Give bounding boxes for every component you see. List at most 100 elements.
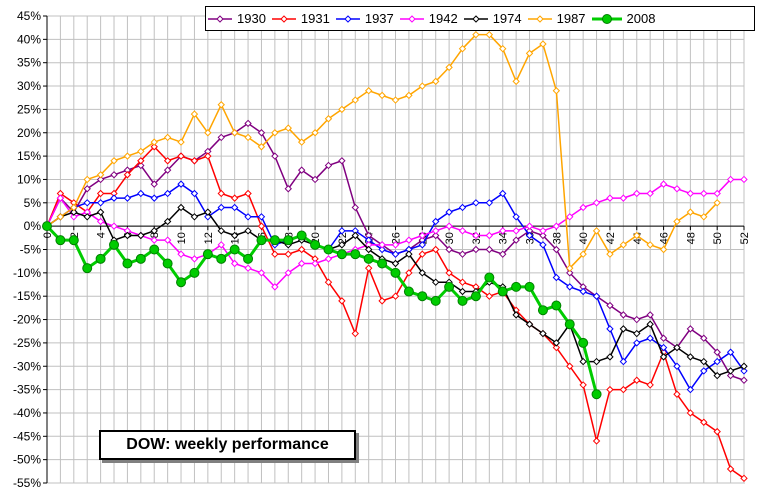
data-point-1930 xyxy=(740,376,748,384)
data-point-1974 xyxy=(646,320,654,328)
data-point-2008 xyxy=(363,253,374,264)
data-point-1942 xyxy=(579,203,587,212)
data-point-1937 xyxy=(659,343,668,352)
data-point-1942 xyxy=(686,189,695,198)
data-point-1942 xyxy=(284,269,292,277)
data-point-1931 xyxy=(163,157,172,165)
data-point-2008 xyxy=(135,253,146,264)
data-point-1974 xyxy=(432,278,440,286)
data-point-1930 xyxy=(458,250,467,258)
data-point-2008 xyxy=(457,295,468,306)
legend-swatch-marker xyxy=(216,14,224,23)
data-point-1937 xyxy=(606,325,614,333)
data-point-1987 xyxy=(633,231,641,240)
y-tick-label: 0% xyxy=(24,219,42,233)
data-point-1987 xyxy=(351,96,359,104)
data-point-2008 xyxy=(430,295,441,306)
data-point-1937 xyxy=(592,292,601,300)
data-point-1931 xyxy=(123,171,132,179)
data-point-1942 xyxy=(525,222,534,230)
data-point-1987 xyxy=(378,91,386,100)
data-point-1942 xyxy=(659,180,668,188)
y-tick-label: 35% xyxy=(17,56,41,70)
data-point-1974 xyxy=(512,311,520,319)
data-point-1937 xyxy=(163,189,172,198)
data-point-2008 xyxy=(524,281,535,292)
data-point-1931 xyxy=(391,292,400,300)
data-point-2008 xyxy=(68,235,79,246)
y-tick-label: -50% xyxy=(13,453,41,467)
data-point-1937 xyxy=(458,203,467,212)
data-point-1987 xyxy=(204,129,212,137)
data-point-1930 xyxy=(566,269,574,277)
data-point-1937 xyxy=(713,357,721,366)
chart-title-box: DOW: weekly performance xyxy=(99,430,356,460)
data-point-1930 xyxy=(217,133,225,142)
data-point-1987 xyxy=(311,129,319,137)
data-point-1974 xyxy=(525,320,534,328)
chart-title: DOW: weekly performance xyxy=(126,436,329,453)
x-tick-label: 8 xyxy=(149,232,161,238)
data-point-1987 xyxy=(432,77,440,86)
data-point-1931 xyxy=(324,278,333,286)
data-point-1930 xyxy=(150,180,158,188)
legend-swatch xyxy=(335,14,360,23)
data-point-1987 xyxy=(472,30,480,39)
data-point-1942 xyxy=(244,264,252,272)
data-point-1937 xyxy=(539,241,547,249)
data-point-2008 xyxy=(537,305,548,316)
data-point-2008 xyxy=(403,286,414,297)
data-point-1987 xyxy=(646,241,654,249)
data-point-1974 xyxy=(713,371,721,380)
data-point-1942 xyxy=(472,231,480,240)
data-point-1987 xyxy=(150,138,158,146)
data-point-1931 xyxy=(96,189,105,198)
y-tick-label: -25% xyxy=(13,336,41,350)
legend-item-1987: 1987 xyxy=(526,7,590,30)
data-point-1930 xyxy=(351,203,359,212)
data-point-2008 xyxy=(591,389,602,400)
data-point-1987 xyxy=(163,133,172,142)
data-point-1931 xyxy=(552,343,561,352)
data-point-2008 xyxy=(202,249,213,260)
data-point-2008 xyxy=(216,253,227,264)
data-point-1931 xyxy=(432,245,440,254)
y-tick-label: -10% xyxy=(13,266,41,280)
data-point-1987 xyxy=(364,87,373,95)
x-tick-label: 34 xyxy=(498,232,510,244)
legend-item-1974: 1974 xyxy=(462,7,526,30)
y-tick-label: -30% xyxy=(13,359,41,373)
data-point-1942 xyxy=(217,241,225,249)
data-point-1931 xyxy=(378,297,386,305)
data-point-1937 xyxy=(525,231,534,240)
data-point-1974 xyxy=(177,203,185,212)
x-tick-label: 12 xyxy=(203,232,215,244)
data-point-1974 xyxy=(592,357,601,366)
x-tick-label: 0 xyxy=(42,232,54,238)
data-point-1937 xyxy=(445,208,453,216)
data-point-1987 xyxy=(659,245,668,254)
data-point-1937 xyxy=(740,367,748,375)
data-point-1937 xyxy=(646,334,654,342)
data-point-1931 xyxy=(257,222,266,230)
data-point-1974 xyxy=(740,362,748,370)
data-point-1974 xyxy=(539,329,547,338)
legend-item-2008: 2008 xyxy=(590,7,660,30)
data-point-2008 xyxy=(109,239,120,250)
legend-item-1937: 1937 xyxy=(334,7,398,30)
legend-swatch xyxy=(208,14,232,23)
data-point-1930 xyxy=(646,311,654,319)
data-point-1987 xyxy=(83,175,91,184)
data-point-1974 xyxy=(606,353,614,361)
data-point-1931 xyxy=(405,269,413,277)
y-tick-label: 45% xyxy=(17,9,41,23)
data-point-1937 xyxy=(378,245,386,254)
data-point-1987 xyxy=(391,96,400,104)
data-point-1930 xyxy=(472,245,480,254)
data-point-1974 xyxy=(364,245,373,254)
data-point-1942 xyxy=(432,227,440,235)
data-point-1987 xyxy=(579,250,587,258)
legend-swatch xyxy=(271,14,296,23)
data-point-1974 xyxy=(458,287,467,296)
data-point-1974 xyxy=(686,353,695,361)
